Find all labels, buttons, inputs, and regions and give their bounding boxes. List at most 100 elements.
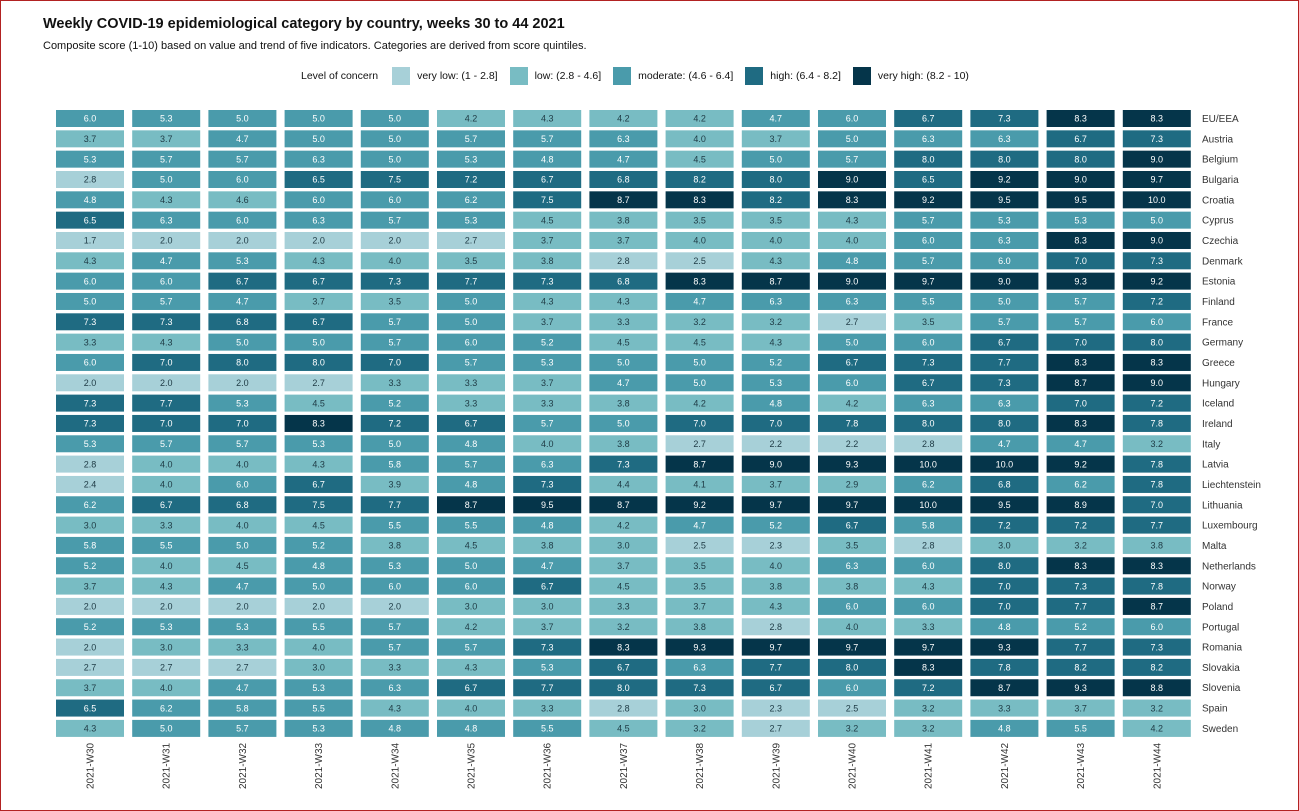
cell-value-label: 2.8 [770,622,783,632]
cell-value-label: 7.7 [1074,642,1087,652]
cell-value-label: 7.7 [541,683,554,693]
cell-value-label: 2.0 [160,236,173,246]
heatmap-cell [818,292,886,310]
cell-value-label: 9.2 [922,195,935,205]
cell-value-label: 7.5 [389,175,402,185]
heatmap-cell [894,516,963,534]
cell-value-label: 5.7 [389,317,402,327]
cell-value-label: 3.0 [541,602,554,612]
heatmap-cell [741,231,810,249]
cell-value-label: 8.7 [617,195,630,205]
cell-value-label: 5.3 [84,154,97,164]
legend-swatch-high [745,67,764,85]
heatmap-cell [437,597,505,615]
cell-value-label: 3.3 [998,703,1011,713]
heatmap-cell [741,536,810,554]
heatmap-cell [360,394,429,412]
heatmap-cell [132,252,201,270]
cell-value-label: 3.5 [465,256,478,266]
cell-value-label: 7.3 [693,683,706,693]
cell-value-label: 5.3 [236,622,249,632]
cell-value-label: 5.0 [693,358,706,368]
heatmap-cell [665,252,734,270]
cell-value-label: 5.5 [312,703,325,713]
heatmap-cell [741,191,810,209]
cell-value-label: 6.7 [465,683,478,693]
heatmap-cell [741,252,810,270]
heatmap-cell [437,536,505,554]
cell-value-label: 8.0 [846,663,859,673]
cell-value-label: 8.0 [998,419,1011,429]
cell-value-label: 4.0 [160,459,173,469]
cell-value-label: 9.0 [1074,175,1087,185]
heatmap-cell [818,455,886,473]
cell-value-label: 2.0 [236,602,249,612]
cell-value-label: 8.0 [1151,337,1164,347]
cell-value-label: 4.0 [389,256,402,266]
cell-value-label: 3.8 [389,541,402,551]
cell-value-label: 3.2 [1151,703,1164,713]
legend-item-very-high: very high: (8.2 - 10) [852,67,969,85]
cell-value-label: 8.2 [770,195,783,205]
y-tick-label: Norway [1202,582,1236,593]
cell-value-label: 4.3 [541,114,554,124]
heatmap-cell [208,679,277,697]
y-tick-label: Czechia [1202,236,1239,247]
cell-value-label: 9.3 [1074,683,1087,693]
heatmap-cell [132,658,201,676]
cell-value-label: 4.8 [770,398,783,408]
cell-value-label: 6.3 [389,683,402,693]
cell-value-label: 7.7 [465,276,478,286]
heatmap-cell [589,658,658,676]
heatmap-cell [284,353,353,371]
heatmap-cell [589,618,658,636]
cell-value-label: 4.7 [236,683,249,693]
heatmap-cell [56,658,124,676]
heatmap-cell [741,435,810,453]
heatmap-cell [360,313,429,331]
cell-value-label: 4.3 [846,215,859,225]
heatmap-cell [284,130,353,148]
legend-swatch-very-high [852,67,871,85]
cell-value-label: 4.2 [465,622,478,632]
cell-value-label: 6.3 [312,154,325,164]
x-tick-label: 2021-W32 [238,742,249,789]
cell-value-label: 8.0 [312,358,325,368]
x-tick-label: 2021-W36 [543,742,554,789]
heatmap-cell [360,719,429,737]
y-tick-label: Austria [1202,134,1234,145]
cell-value-label: 3.5 [846,541,859,551]
cell-value-label: 4.7 [617,154,630,164]
heatmap-cell [513,557,582,575]
heatmap-cell [132,292,201,310]
heatmap-cell [284,475,353,493]
cell-value-label: 8.7 [693,459,706,469]
heatmap-cell [513,110,582,127]
heatmap-cell [208,475,277,493]
cell-value-label: 6.7 [160,500,173,510]
cell-value-label: 7.7 [998,358,1011,368]
heatmap-cell [513,170,582,188]
heatmap-cell [741,597,810,615]
heatmap-cell [741,557,810,575]
heatmap-cell [589,435,658,453]
cell-value-label: 5.2 [84,561,97,571]
heatmap-cell [970,353,1039,371]
heatmap-cell [589,699,658,717]
heatmap-cell [56,475,124,493]
cell-value-label: 9.0 [770,459,783,469]
x-tick-label: 2021-W43 [1076,742,1087,789]
cell-value-label: 9.5 [998,195,1011,205]
heatmap-cell [284,170,353,188]
x-tick-label: 2021-W41 [924,742,935,789]
cell-value-label: 4.5 [541,215,554,225]
cell-value-label: 7.8 [1151,480,1164,490]
heatmap-cell [56,374,124,392]
heatmap-cell [741,719,810,737]
cell-value-label: 2.5 [846,703,859,713]
cell-value-label: 9.3 [1074,276,1087,286]
heatmap-cell [437,170,505,188]
cell-value-label: 10.0 [919,459,937,469]
legend-label-low: low: (2.8 - 4.6] [534,70,602,82]
cell-value-label: 4.7 [693,297,706,307]
